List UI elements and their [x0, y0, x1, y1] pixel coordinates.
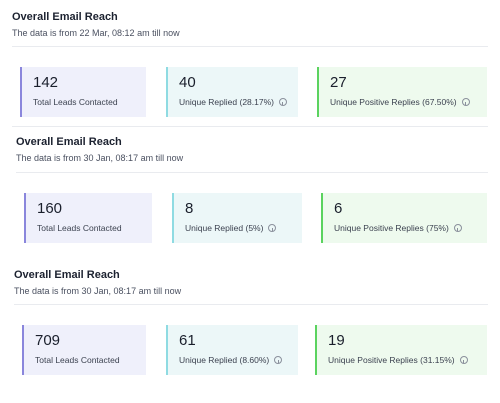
unique-positive-value: 27	[330, 74, 347, 91]
unique-replied-value: 40	[179, 74, 196, 91]
section-divider	[12, 126, 488, 127]
total-leads-label: Total Leads Contacted	[37, 223, 122, 233]
info-circle-icon[interactable]	[268, 224, 277, 232]
unique-positive-card: 27 Unique Positive Replies (67.50%)	[317, 67, 487, 117]
info-circle-icon[interactable]	[461, 98, 470, 106]
total-leads-label: Total Leads Contacted	[35, 355, 120, 365]
section-subtitle: The data is from 30 Jan, 08:17 am till n…	[14, 286, 182, 296]
section-title: Overall Email Reach	[12, 11, 118, 23]
total-leads-value: 709	[35, 332, 61, 349]
section-subtitle: The data is from 22 Mar, 08:12 am till n…	[12, 28, 180, 38]
info-circle-icon[interactable]	[453, 224, 462, 232]
unique-positive-card: 19 Unique Positive Replies (31.15%)	[315, 325, 487, 375]
unique-replied-label: Unique Replied (5%)	[185, 223, 264, 233]
unique-replied-value: 61	[179, 332, 196, 349]
section-subtitle: The data is from 30 Jan, 08:17 am till n…	[16, 153, 184, 163]
info-circle-icon[interactable]	[274, 356, 283, 364]
unique-positive-label: Unique Positive Replies (67.50%)	[330, 97, 457, 107]
unique-replied-label: Unique Replied (8.60%)	[179, 355, 270, 365]
unique-replied-card: 40 Unique Replied (28.17%)	[166, 67, 298, 117]
info-circle-icon[interactable]	[459, 356, 468, 364]
section-title: Overall Email Reach	[16, 136, 122, 148]
total-leads-card: 160 Total Leads Contacted	[24, 193, 152, 243]
unique-positive-value: 19	[328, 332, 345, 349]
unique-replied-card: 8 Unique Replied (5%)	[172, 193, 302, 243]
section-divider	[12, 46, 488, 47]
unique-positive-label: Unique Positive Replies (75%)	[334, 223, 449, 233]
unique-replied-value: 8	[185, 200, 194, 217]
total-leads-label: Total Leads Contacted	[33, 97, 118, 107]
section-title: Overall Email Reach	[14, 269, 120, 281]
section-divider	[14, 304, 488, 305]
unique-replied-card: 61 Unique Replied (8.60%)	[166, 325, 298, 375]
total-leads-card: 709 Total Leads Contacted	[22, 325, 146, 375]
unique-positive-card: 6 Unique Positive Replies (75%)	[321, 193, 487, 243]
total-leads-card: 142 Total Leads Contacted	[20, 67, 146, 117]
unique-replied-label: Unique Replied (28.17%)	[179, 97, 274, 107]
unique-positive-value: 6	[334, 200, 343, 217]
section-divider	[16, 172, 488, 173]
total-leads-value: 142	[33, 74, 59, 91]
info-circle-icon[interactable]	[278, 98, 287, 106]
unique-positive-label: Unique Positive Replies (31.15%)	[328, 355, 455, 365]
total-leads-value: 160	[37, 200, 63, 217]
